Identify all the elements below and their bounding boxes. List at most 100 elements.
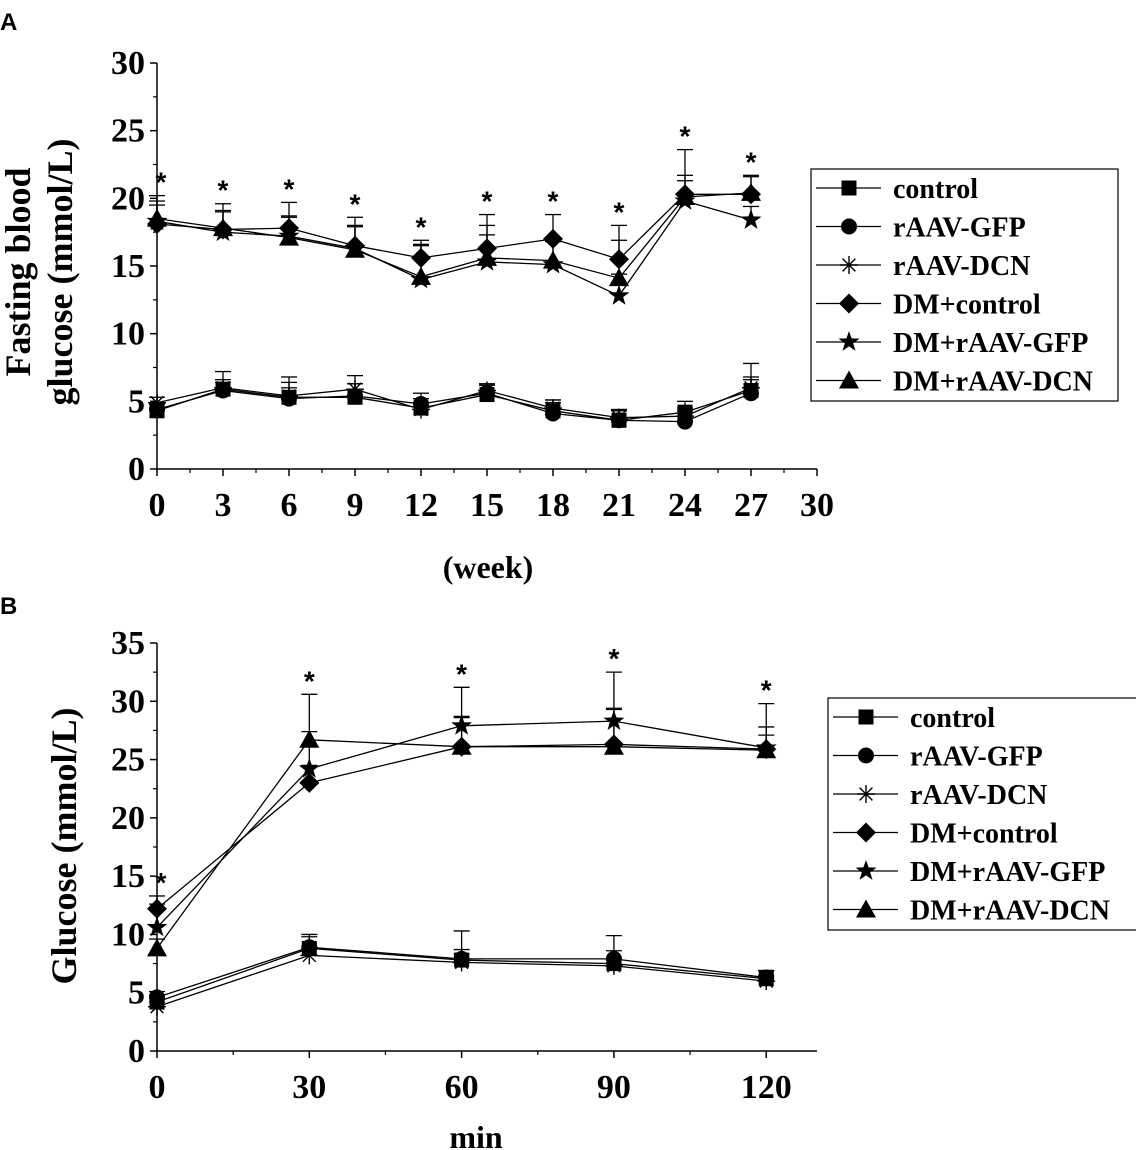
legend-marker: [856, 899, 876, 918]
y-tick-label: 15: [111, 248, 145, 285]
data-point: [452, 953, 471, 972]
y-tick-label: 30: [111, 683, 145, 720]
panel-b-label: B: [0, 593, 17, 620]
data-point: [411, 247, 431, 268]
x-tick-label: 6: [281, 487, 298, 524]
series-line: [156, 192, 752, 279]
data-point: [609, 268, 629, 287]
data-point: [346, 380, 364, 399]
data-point: [345, 239, 365, 258]
significance-marker: *: [156, 867, 167, 898]
data-point: [412, 400, 430, 419]
x-tick-label: 18: [536, 487, 570, 524]
legend-marker: [840, 256, 858, 274]
data-point: [740, 209, 762, 229]
data-point: [279, 227, 299, 246]
panel-b-y-axis-label: Glucose (mmol/L): [44, 708, 84, 985]
data-point: [299, 729, 320, 748]
x-tick-label: 90: [597, 1069, 631, 1106]
legend-label: DM+control: [910, 819, 1058, 850]
data-point: [147, 208, 167, 227]
data-point: [544, 399, 562, 418]
series-dm-control: [147, 734, 777, 919]
series-dm-raav-dcn: [147, 182, 761, 287]
legend: control rAAV-GFP rAAV-DCN DM+control DM+rAAV…: [827, 697, 1136, 931]
x-tick-label: 9: [347, 487, 364, 524]
y-tick-label: 20: [111, 180, 145, 217]
data-point: [543, 250, 563, 269]
y-tick-label: 5: [128, 383, 145, 420]
legend-marker: [857, 785, 875, 803]
legend-label: rAAV-GFP: [910, 742, 1043, 773]
data-point: [603, 710, 625, 730]
legend-marker: [858, 709, 874, 725]
panel-a-x-axis-label: (week): [443, 549, 534, 585]
series-line: [156, 387, 752, 419]
data-point: [214, 378, 232, 397]
legend-label: control: [910, 703, 995, 734]
x-tick-label: 3: [215, 487, 232, 524]
y-tick-label: 20: [111, 800, 145, 837]
plot-area: 0 5 10 15 20 25 30 0 3 6 9 12 15 18 21 24 27 30 * * * * * * * * * *: [111, 45, 834, 524]
data-point: [608, 284, 630, 305]
panel-b: B min Glucose (mmol/L) 0 5 10 15 20 25 30 35 0 30…: [0, 593, 1136, 1150]
x-tick-label: 30: [292, 1069, 326, 1106]
data-point: [675, 186, 695, 205]
significance-marker: *: [548, 186, 559, 217]
x-tick-label: 15: [470, 487, 504, 524]
series-dm-raav-dcn: [147, 729, 777, 957]
significance-marker: *: [304, 665, 315, 696]
significance-marker: *: [284, 173, 295, 204]
panel-a-y-axis-label-line-1: Fasting blood: [0, 167, 38, 376]
legend-marker: [841, 218, 857, 235]
data-point: [411, 266, 431, 285]
legend-box: [827, 697, 1136, 931]
x-tick-label: 120: [741, 1069, 792, 1106]
legend-label: DM+rAAV-DCN: [893, 367, 1093, 398]
data-point: [213, 218, 233, 237]
legend-label: DM+rAAV-GFP: [893, 328, 1088, 359]
legend-marker: [856, 822, 876, 843]
legend-label: DM+rAAV-DCN: [910, 896, 1110, 927]
significance-marker: *: [156, 167, 167, 198]
data-point: [676, 407, 694, 426]
legend-label: rAAV-DCN: [893, 251, 1030, 282]
legend-marker: [855, 860, 877, 880]
panel-a: A (week) Fasting blood glucose (mmol/L) …: [0, 9, 1119, 585]
significance-marker: *: [680, 121, 691, 152]
x-tick-label: 24: [668, 487, 702, 524]
legend-label: rAAV-GFP: [893, 213, 1026, 244]
significance-marker: *: [416, 211, 427, 242]
significance-marker: *: [761, 675, 772, 706]
legend-label: DM+rAAV-GFP: [910, 857, 1105, 888]
data-point: [148, 393, 166, 412]
data-point: [451, 714, 473, 735]
significance-marker: *: [456, 658, 467, 689]
data-point: [147, 898, 167, 919]
data-point: [300, 946, 319, 965]
series-line: [156, 739, 767, 949]
y-tick-label: 15: [111, 858, 145, 895]
data-point: [477, 247, 497, 266]
significance-marker: *: [482, 186, 493, 217]
x-tick-label: 0: [149, 1069, 166, 1106]
x-tick-label: 0: [149, 487, 166, 524]
y-tick-label: 10: [111, 316, 145, 353]
y-tick-label: 0: [128, 1033, 145, 1070]
panel-a-y-axis-label-line-2: glucose (mmol/L): [40, 139, 80, 406]
legend-marker: [858, 747, 874, 764]
x-tick-label: 12: [404, 487, 438, 524]
significance-marker: *: [218, 175, 229, 206]
data-point: [756, 740, 777, 759]
data-point: [148, 997, 166, 1016]
series-line: [156, 200, 752, 297]
legend-marker: [839, 293, 859, 314]
y-tick-label: 25: [111, 742, 145, 779]
series-dm-raav-gfp: [146, 190, 762, 305]
y-tick-label: 0: [128, 451, 145, 488]
data-point: [543, 228, 563, 249]
data-point: [757, 972, 776, 991]
legend-label: rAAV-DCN: [910, 780, 1047, 811]
significance-marker: *: [350, 188, 361, 219]
